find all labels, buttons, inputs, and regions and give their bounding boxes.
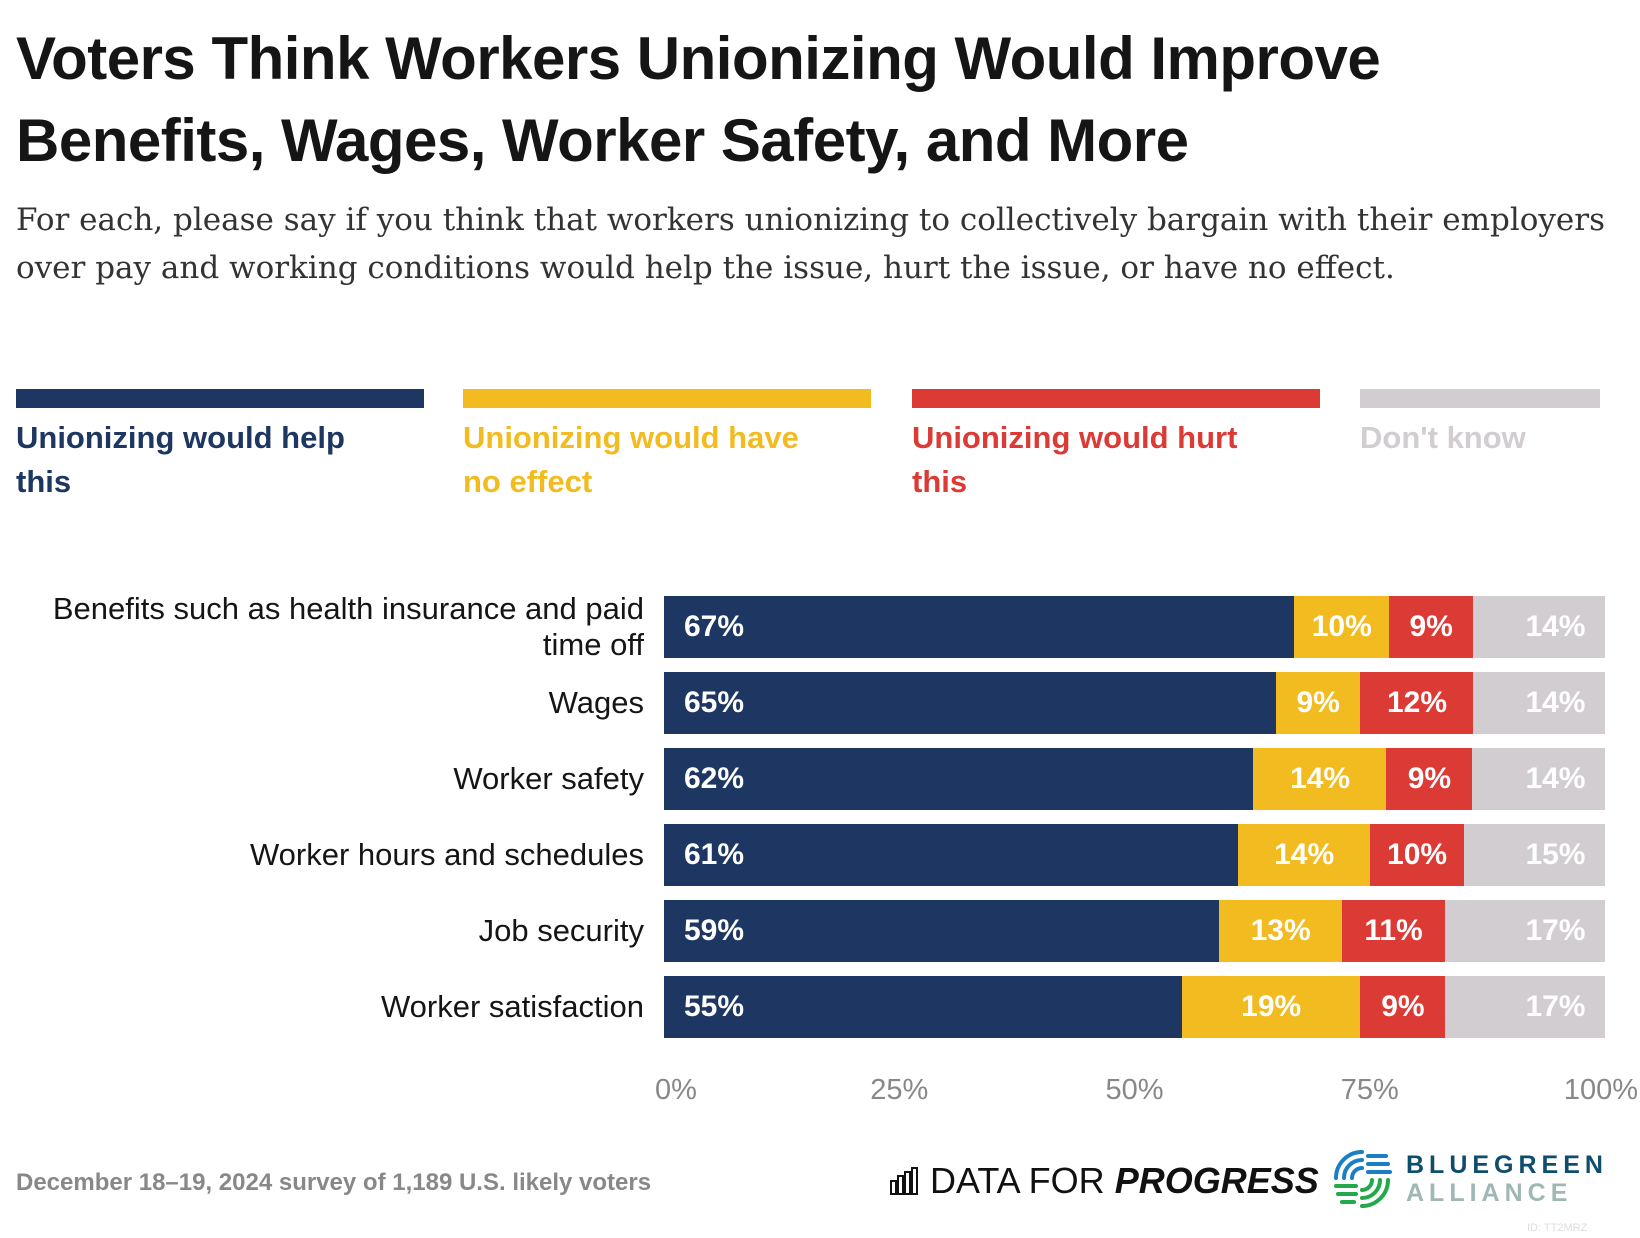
bar-segment: 67% [664, 596, 1295, 658]
bar-segment: 14% [1253, 748, 1387, 810]
bar-segment: 10% [1369, 824, 1465, 886]
legend-item: Unionizing would hurt this [912, 389, 1320, 504]
chart-subtitle: For each, please say if you think that w… [16, 202, 1605, 286]
x-tick-label: 25% [870, 1074, 929, 1106]
category-label: Wages [548, 685, 644, 720]
logo-text-a: DATA FOR [930, 1160, 1115, 1201]
bar-segment: 62% [664, 748, 1254, 810]
legend-swatch [463, 389, 871, 408]
bluegreen-alliance-logo: BLUEGREEN ALLIANCE [1332, 1148, 1608, 1210]
bar-chart-icon [890, 1167, 918, 1195]
fingerprint-globe-icon [1334, 1150, 1392, 1208]
chart-id: ID: TT2MRZ [1527, 1222, 1588, 1234]
x-tick-label: 75% [1340, 1074, 1399, 1106]
bar-segment: 9% [1386, 748, 1473, 810]
x-tick-label: 0% [655, 1074, 697, 1106]
legend-swatch [1360, 389, 1600, 408]
legend-item: Unionizing would have no effect [463, 389, 871, 504]
bar-segment: 13% [1219, 900, 1343, 962]
data-for-progress-logo: DATA FOR PROGRESS [890, 1160, 1319, 1202]
bar-segment: 10% [1294, 596, 1390, 658]
bar-segment: 14% [1471, 748, 1606, 810]
bar-segment: 55% [664, 976, 1183, 1038]
category-label: Worker safety [453, 761, 644, 796]
bar-segment: 9% [1275, 672, 1361, 734]
bar-segment: 17% [1445, 976, 1606, 1038]
bar-segment: 9% [1360, 976, 1446, 1038]
x-tick-label: 100% [1563, 1074, 1639, 1106]
logo-text-alliance: ALLIANCE [1406, 1179, 1573, 1207]
category-label: Worker satisfaction [380, 989, 644, 1024]
legend-swatch [16, 389, 424, 408]
bar-segment: 17% [1445, 900, 1606, 962]
logo-text-bluegreen: BLUEGREEN [1406, 1151, 1608, 1179]
bar-segment: 65% [664, 672, 1277, 734]
legend-item: Unionizing would help this [16, 389, 424, 504]
bar-segment: 15% [1463, 824, 1606, 886]
legend-label: Don't know [1360, 420, 1526, 455]
bar-segment: 14% [1238, 824, 1371, 886]
legend-item: Don't know [1360, 389, 1600, 460]
category-label: Worker hours and schedules [249, 837, 644, 872]
bar-segment: 12% [1360, 672, 1474, 734]
bar-segment: 9% [1388, 596, 1474, 658]
bar-segment: 14% [1473, 672, 1606, 734]
legend-swatch [912, 389, 1320, 408]
chart-title: Voters Think Workers Unionizing Would Im… [16, 25, 1381, 174]
logo-text-b: PROGRESS [1114, 1160, 1319, 1201]
legend-label: Unionizing would help this [16, 420, 345, 499]
bar-segment: 19% [1181, 976, 1361, 1038]
x-tick-label: 50% [1105, 1074, 1164, 1106]
legend-label: Unionizing would hurt this [912, 420, 1238, 499]
legend-label: Unionizing would have no effect [463, 420, 799, 499]
category-label: Benefits such as health insurance and pa… [52, 591, 644, 662]
survey-note: December 18–19, 2024 survey of 1,189 U.S… [16, 1169, 652, 1196]
category-label: Job security [478, 913, 644, 948]
bar-segment: 11% [1341, 900, 1446, 962]
bar-segment: 14% [1473, 596, 1606, 658]
bar-segment: 59% [664, 900, 1220, 962]
bar-segment: 61% [664, 824, 1239, 886]
